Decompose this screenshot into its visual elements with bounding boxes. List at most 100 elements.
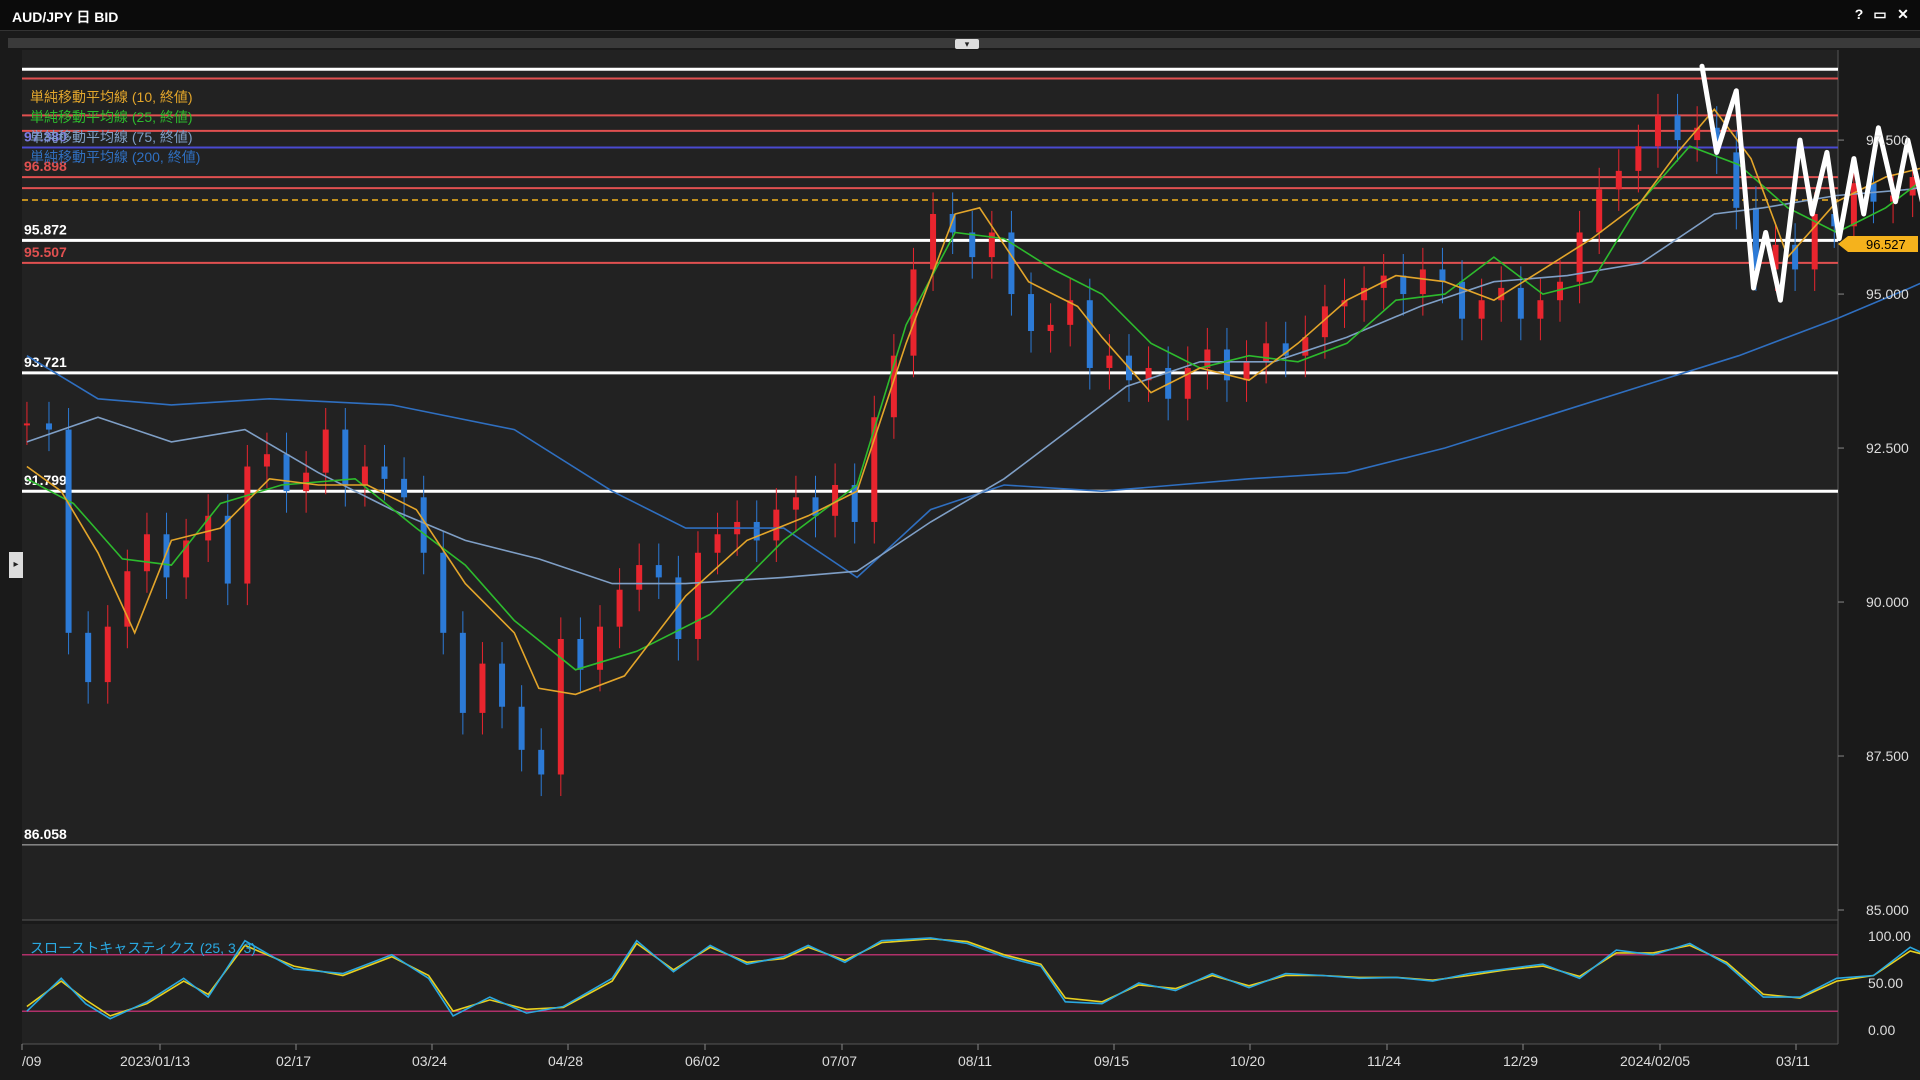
x-tick-label: 2024/02/05 — [1620, 1053, 1690, 1069]
candle-body — [283, 454, 290, 492]
collapse-chevron-icon[interactable]: ▾ — [955, 39, 979, 49]
stoch-pane-bg — [22, 924, 1838, 1044]
candle-body — [518, 706, 525, 750]
candle-body — [440, 552, 447, 633]
legend-sma75: 単純移動平均線 (75, 終値) — [30, 129, 193, 145]
candle-body — [104, 626, 111, 683]
candle-body — [1086, 300, 1093, 368]
candle-body — [85, 632, 92, 683]
y-tick-label: 90.000 — [1866, 594, 1909, 610]
sma75-line — [26, 186, 1920, 585]
candle-body — [479, 663, 486, 713]
y-tick-label: 92.500 — [1866, 440, 1909, 456]
candle-body — [616, 589, 623, 627]
legend-sma25: 単純移動平均線 (25, 終値) — [30, 109, 193, 125]
candle-body — [1106, 355, 1113, 368]
candle-body — [636, 565, 643, 590]
x-tick-label: /09 — [22, 1053, 42, 1069]
x-tick-label: 2023/01/13 — [120, 1053, 190, 1069]
candle-body — [1772, 244, 1779, 270]
candle-body — [1302, 337, 1309, 356]
level-label: 95.507 — [24, 244, 67, 260]
stoch-tick-label: 100.00 — [1868, 928, 1911, 944]
window-title: AUD/JPY 日 BID — [12, 9, 119, 25]
candle-body — [832, 485, 839, 516]
candle-body — [792, 497, 799, 510]
candle-body — [1008, 232, 1015, 295]
sma10-line — [26, 108, 1920, 696]
candle-body — [1576, 232, 1583, 282]
candle-body — [1204, 349, 1211, 368]
candle-body — [1263, 343, 1270, 362]
candle-body — [969, 232, 976, 258]
candle-body — [401, 478, 408, 498]
candle-body — [949, 213, 956, 233]
legend-sma200: 単純移動平均線 (200, 終値) — [30, 149, 200, 165]
candle-body — [1478, 300, 1485, 319]
candle-body — [183, 540, 190, 578]
candle-body — [381, 466, 388, 479]
x-tick-label: 11/24 — [1367, 1053, 1401, 1069]
candle-body — [224, 515, 231, 584]
candle-body — [342, 429, 349, 485]
candle-body — [1361, 287, 1368, 301]
close-icon[interactable]: ✕ — [1897, 6, 1909, 22]
candle-body — [1792, 244, 1799, 270]
candle-body — [1635, 146, 1642, 171]
level-label: 86.058 — [24, 826, 67, 842]
level-label: 97.380 — [24, 128, 67, 144]
legend-sma10: 単純移動平均線 (10, 終値) — [30, 89, 193, 105]
stoch-tick-label: 0.00 — [1868, 1022, 1895, 1038]
candle-body — [459, 632, 466, 713]
candle-body — [1028, 294, 1035, 332]
x-tick-label: 03/11 — [1776, 1053, 1810, 1069]
y-tick-label: 87.500 — [1866, 748, 1909, 764]
candle-body — [694, 552, 701, 639]
candle-body — [244, 466, 251, 584]
candle-body — [597, 626, 603, 670]
price-pane-bg — [22, 50, 1838, 920]
candle-body — [1811, 213, 1818, 270]
candles — [23, 93, 1916, 797]
x-tick-label: 09/15 — [1094, 1053, 1129, 1069]
stoch-d-line — [26, 937, 1920, 1017]
candle-body — [538, 749, 545, 775]
candle-body — [1733, 152, 1740, 208]
candle-body — [361, 466, 368, 485]
candle-body — [773, 509, 780, 541]
level-label: 93.721 — [24, 354, 67, 370]
help-icon[interactable]: ? — [1854, 6, 1864, 22]
candle-body — [1243, 361, 1250, 381]
y-tick-label: 85.000 — [1866, 902, 1909, 918]
drawn-zigzag[interactable] — [1699, 63, 1920, 303]
x-tick-label: 06/02 — [685, 1053, 720, 1069]
current-price-tag: 96.527 — [1838, 236, 1918, 252]
sma200-line — [26, 282, 1920, 579]
candle-body — [1557, 281, 1563, 301]
x-tick-label: 02/17 — [276, 1053, 311, 1069]
candle-body — [303, 472, 310, 492]
candle-body — [205, 515, 212, 541]
candle-body — [143, 534, 150, 572]
x-tick-label: 03/24 — [412, 1053, 447, 1069]
candle-body — [1400, 275, 1407, 295]
candle-body — [1459, 281, 1466, 319]
maximize-icon[interactable]: ▭ — [1873, 6, 1887, 22]
candle-body — [1615, 170, 1622, 190]
level-label: 96.898 — [24, 158, 67, 174]
candle-body — [1850, 183, 1857, 227]
stochastic-pane: 100.00 50.00 0.00 — [22, 928, 1920, 1038]
candle-body — [420, 497, 427, 553]
legend: 単純移動平均線 (10, 終値) 単純移動平均線 (25, 終値) 単純移動平均… — [30, 89, 256, 956]
legend-stoch: スローストキャスティクス (25, 3, 3) — [30, 940, 256, 956]
moving-averages — [26, 108, 1920, 696]
candle-body — [1184, 367, 1191, 399]
candle-body — [1909, 177, 1916, 196]
candle-body — [871, 417, 878, 522]
side-panel-handle[interactable]: ▸ — [9, 552, 23, 578]
candle-body — [753, 521, 760, 541]
candle-body — [124, 571, 131, 627]
candle-body — [1596, 189, 1603, 233]
candle-body — [1752, 207, 1759, 270]
